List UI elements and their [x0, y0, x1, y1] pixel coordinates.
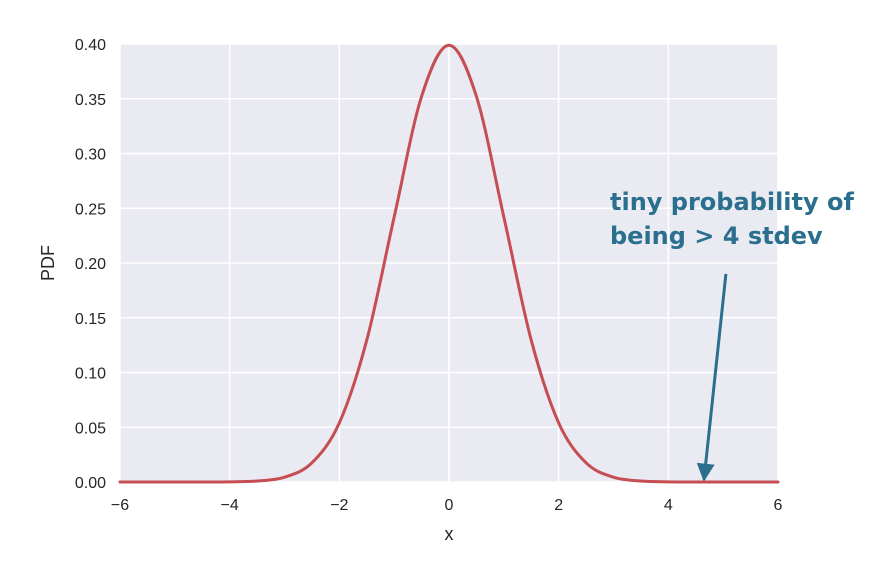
annotation-text: tiny probability of being > 4 stdev — [610, 188, 854, 250]
y-tick-label: 0.05 — [75, 420, 106, 437]
y-tick-label: 0.30 — [75, 147, 106, 164]
annotation-arrow — [696, 273, 728, 482]
tick-labels: −6 −4 −2 0 2 4 6 0.00 0.05 0.10 0.15 0.20 0.25 0.30 0.… — [75, 37, 783, 514]
y-tick-label: 0.25 — [75, 201, 106, 218]
annotation-line: being > 4 stdev — [610, 222, 823, 250]
x-tick-label: 0 — [445, 497, 454, 514]
x-tick-label: 2 — [554, 497, 563, 514]
pdf-curve — [118, 43, 780, 484]
series-layer — [118, 43, 780, 484]
x-tick-label: −2 — [330, 497, 348, 514]
y-tick-label: 0.35 — [75, 92, 106, 109]
y-tick-label: 0.20 — [75, 256, 106, 273]
y-tick-label: 0.40 — [75, 37, 106, 54]
y-tick-label: 0.00 — [75, 475, 106, 492]
annotation-layer: tiny probability of being > 4 stdev — [610, 188, 854, 482]
annotation-line: tiny probability of — [610, 188, 854, 216]
x-tick-label: 6 — [774, 497, 783, 514]
x-tick-label: −4 — [221, 497, 239, 514]
x-axis-label: x — [445, 524, 454, 544]
x-tick-label: −6 — [111, 497, 129, 514]
y-tick-label: 0.10 — [75, 366, 106, 383]
y-tick-label: 0.15 — [75, 311, 106, 328]
y-axis-label: PDF — [38, 245, 58, 281]
x-tick-label: 4 — [664, 497, 673, 514]
